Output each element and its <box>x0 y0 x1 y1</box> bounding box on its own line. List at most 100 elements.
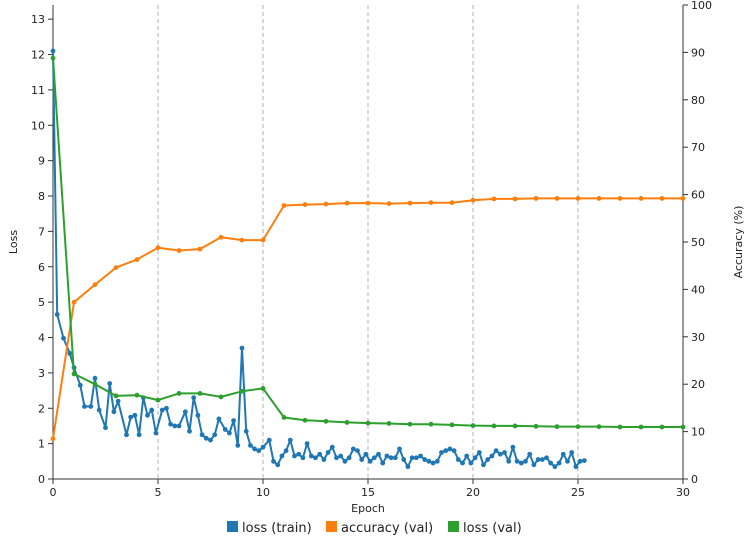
series-point-0 <box>300 455 306 461</box>
y-tick-label: 12 <box>31 49 45 62</box>
series-point-0 <box>256 448 262 454</box>
y-tick-label: 3 <box>38 367 45 380</box>
series-point-0 <box>371 455 377 461</box>
series-point-0 <box>275 462 281 468</box>
series-point-1 <box>197 246 203 252</box>
series-point-0 <box>172 423 178 429</box>
series-point-0 <box>61 335 66 341</box>
x-tick-label: 25 <box>571 486 585 499</box>
x-tick-label: 0 <box>50 486 57 499</box>
y2-tick-label: 10 <box>691 426 705 439</box>
x-tick-label: 5 <box>155 486 162 499</box>
y-tick-label: 5 <box>38 296 45 309</box>
series-point-2 <box>491 423 497 429</box>
series-point-0 <box>176 423 182 429</box>
y-tick-label: 0 <box>38 473 45 486</box>
series-point-0 <box>279 453 285 459</box>
series-point-2 <box>50 55 56 61</box>
series-point-0 <box>164 405 169 411</box>
series-point-0 <box>235 442 241 448</box>
series-point-0 <box>464 453 470 459</box>
series-point-1 <box>533 195 539 201</box>
series-point-0 <box>321 457 327 462</box>
series-point-0 <box>325 450 331 455</box>
series-point-0 <box>153 430 159 436</box>
series-point-2 <box>323 418 329 424</box>
series-point-1 <box>491 196 497 202</box>
series-point-0 <box>132 412 138 418</box>
series-point-0 <box>271 458 276 464</box>
series-line-1 <box>52 197 683 439</box>
y2-tick-label: 20 <box>691 378 705 391</box>
series-point-0 <box>313 455 318 461</box>
series-point-1 <box>281 203 287 208</box>
series-point-1 <box>554 195 560 201</box>
series-point-2 <box>281 415 287 420</box>
series-point-2 <box>365 420 371 426</box>
series-point-0 <box>573 464 579 470</box>
series-point-2 <box>92 381 98 387</box>
series-point-0 <box>401 457 407 462</box>
series-point-0 <box>227 430 232 436</box>
series-point-0 <box>159 407 165 413</box>
series-point-1 <box>449 200 455 206</box>
series-point-1 <box>344 200 350 206</box>
series-point-1 <box>680 195 686 201</box>
series-point-1 <box>596 195 602 201</box>
series-point-0 <box>92 375 98 381</box>
series-point-0 <box>439 450 444 455</box>
legend-label: accuracy (val) <box>341 521 433 536</box>
series-point-0 <box>523 458 528 464</box>
series-point-2 <box>449 422 455 428</box>
y2-tick-label: 40 <box>691 283 705 296</box>
series-point-0 <box>111 409 117 415</box>
series-point-0 <box>493 448 499 454</box>
series-point-2 <box>239 388 245 394</box>
series-point-0 <box>405 464 411 470</box>
series-point-0 <box>569 450 575 455</box>
series-point-0 <box>497 451 503 457</box>
series-point-0 <box>231 418 237 424</box>
legend-swatch <box>227 521 238 532</box>
series-point-0 <box>317 451 323 457</box>
series-point-1 <box>71 299 77 305</box>
series-point-1 <box>407 200 413 206</box>
series-point-2 <box>176 390 182 396</box>
series-point-0 <box>527 451 533 457</box>
series-point-0 <box>77 382 83 388</box>
series-point-0 <box>422 457 428 462</box>
y2-tick-label: 80 <box>691 94 705 107</box>
series-point-0 <box>115 398 121 404</box>
y-tick-label: 6 <box>38 261 45 274</box>
series-point-0 <box>455 457 461 462</box>
series-point-0 <box>451 448 457 454</box>
series-point-0 <box>443 448 449 454</box>
series-point-0 <box>535 457 541 462</box>
series-point-0 <box>552 464 558 470</box>
series-point-0 <box>359 457 365 462</box>
x-tick-label: 15 <box>361 486 375 499</box>
series-point-1 <box>239 237 245 243</box>
series-point-0 <box>548 460 554 466</box>
series-point-1 <box>176 248 182 253</box>
x-tick-label: 20 <box>466 486 480 499</box>
series-point-0 <box>248 442 253 448</box>
series-point-0 <box>82 404 87 409</box>
series-point-0 <box>239 345 245 351</box>
series-point-2 <box>596 424 602 430</box>
series-point-0 <box>136 432 142 438</box>
series-point-2 <box>470 423 476 428</box>
series-point-0 <box>560 451 566 457</box>
series-point-2 <box>386 421 392 426</box>
series-point-1 <box>323 201 329 207</box>
y-tick-label: 2 <box>38 402 45 415</box>
series-point-0 <box>107 381 113 386</box>
series-point-2 <box>512 423 518 429</box>
series-point-0 <box>292 453 297 459</box>
series-point-0 <box>334 455 339 461</box>
series-point-0 <box>544 455 549 461</box>
y-tick-label: 9 <box>38 155 45 168</box>
series-point-1 <box>470 197 476 203</box>
series-point-0 <box>283 448 289 454</box>
series-point-0 <box>426 458 432 464</box>
